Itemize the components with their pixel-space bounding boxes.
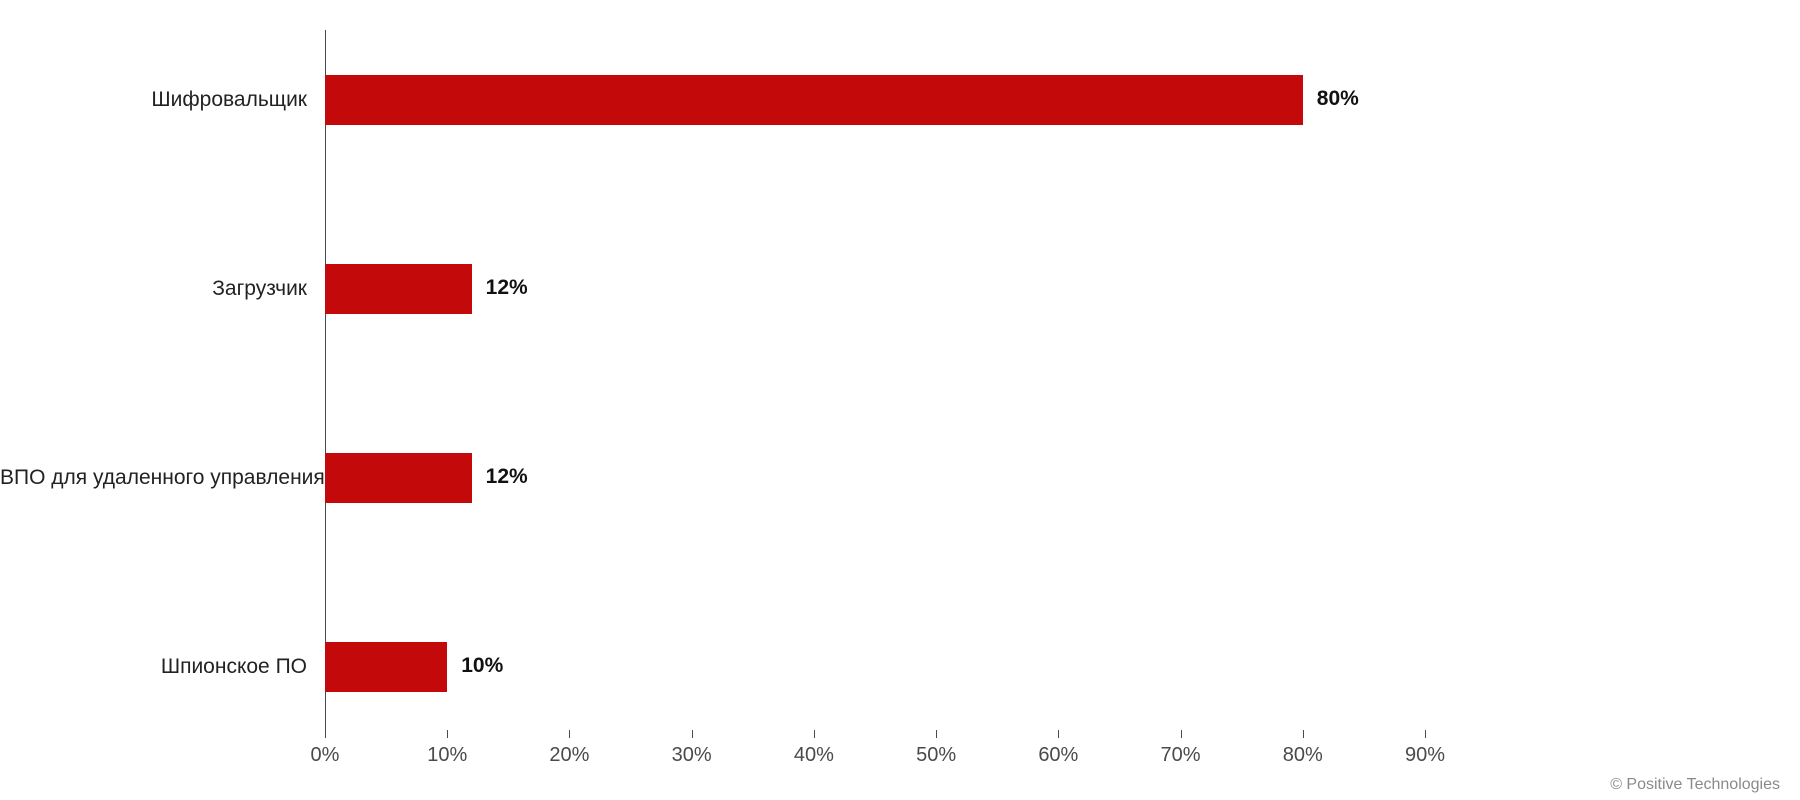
category-label: Шпионское ПО (0, 655, 307, 679)
x-tick (325, 730, 326, 738)
x-tick (1181, 730, 1182, 738)
plot-area: 0%10%20%30%40%50%60%70%80%90%80%12%12%10… (325, 30, 1425, 730)
x-tick (569, 730, 570, 738)
x-tick (1303, 730, 1304, 738)
bar-value-label: 12% (486, 276, 528, 300)
x-tick-label: 50% (916, 744, 956, 767)
x-tick (692, 730, 693, 738)
x-tick (447, 730, 448, 738)
bar (325, 75, 1303, 125)
bar-chart: 0% 10% 20% 30% 40% 50% 60% 70% 80% 90% 80% 12% 12% 10… (0, 0, 1800, 800)
x-tick-label: 20% (549, 744, 589, 767)
x-tick-label: 10% (427, 744, 467, 767)
category-label: ВПО для удаленного управления (0, 466, 307, 490)
x-tick-label: 70% (1161, 744, 1201, 767)
x-tick-label: 60% (1038, 744, 1078, 767)
bar (325, 453, 472, 503)
x-tick (1058, 730, 1059, 738)
x-tick-label: 40% (794, 744, 834, 767)
bar (325, 642, 447, 692)
x-tick-label: 30% (672, 744, 712, 767)
category-label: Загрузчик (0, 277, 307, 301)
x-tick (1425, 730, 1426, 738)
bar-value-label: 80% (1317, 87, 1359, 111)
x-tick (814, 730, 815, 738)
bar (325, 264, 472, 314)
bar-value-label: 12% (486, 465, 528, 489)
x-tick-label: 0% (311, 744, 340, 767)
x-tick-label: 80% (1283, 744, 1323, 767)
credit-text: © Positive Technologies (1610, 776, 1780, 794)
x-tick-label: 90% (1405, 744, 1445, 767)
bar-value-label: 10% (461, 654, 503, 678)
x-tick (936, 730, 937, 738)
y-axis-line (325, 30, 326, 730)
category-label: Шифровальщик (0, 88, 307, 112)
